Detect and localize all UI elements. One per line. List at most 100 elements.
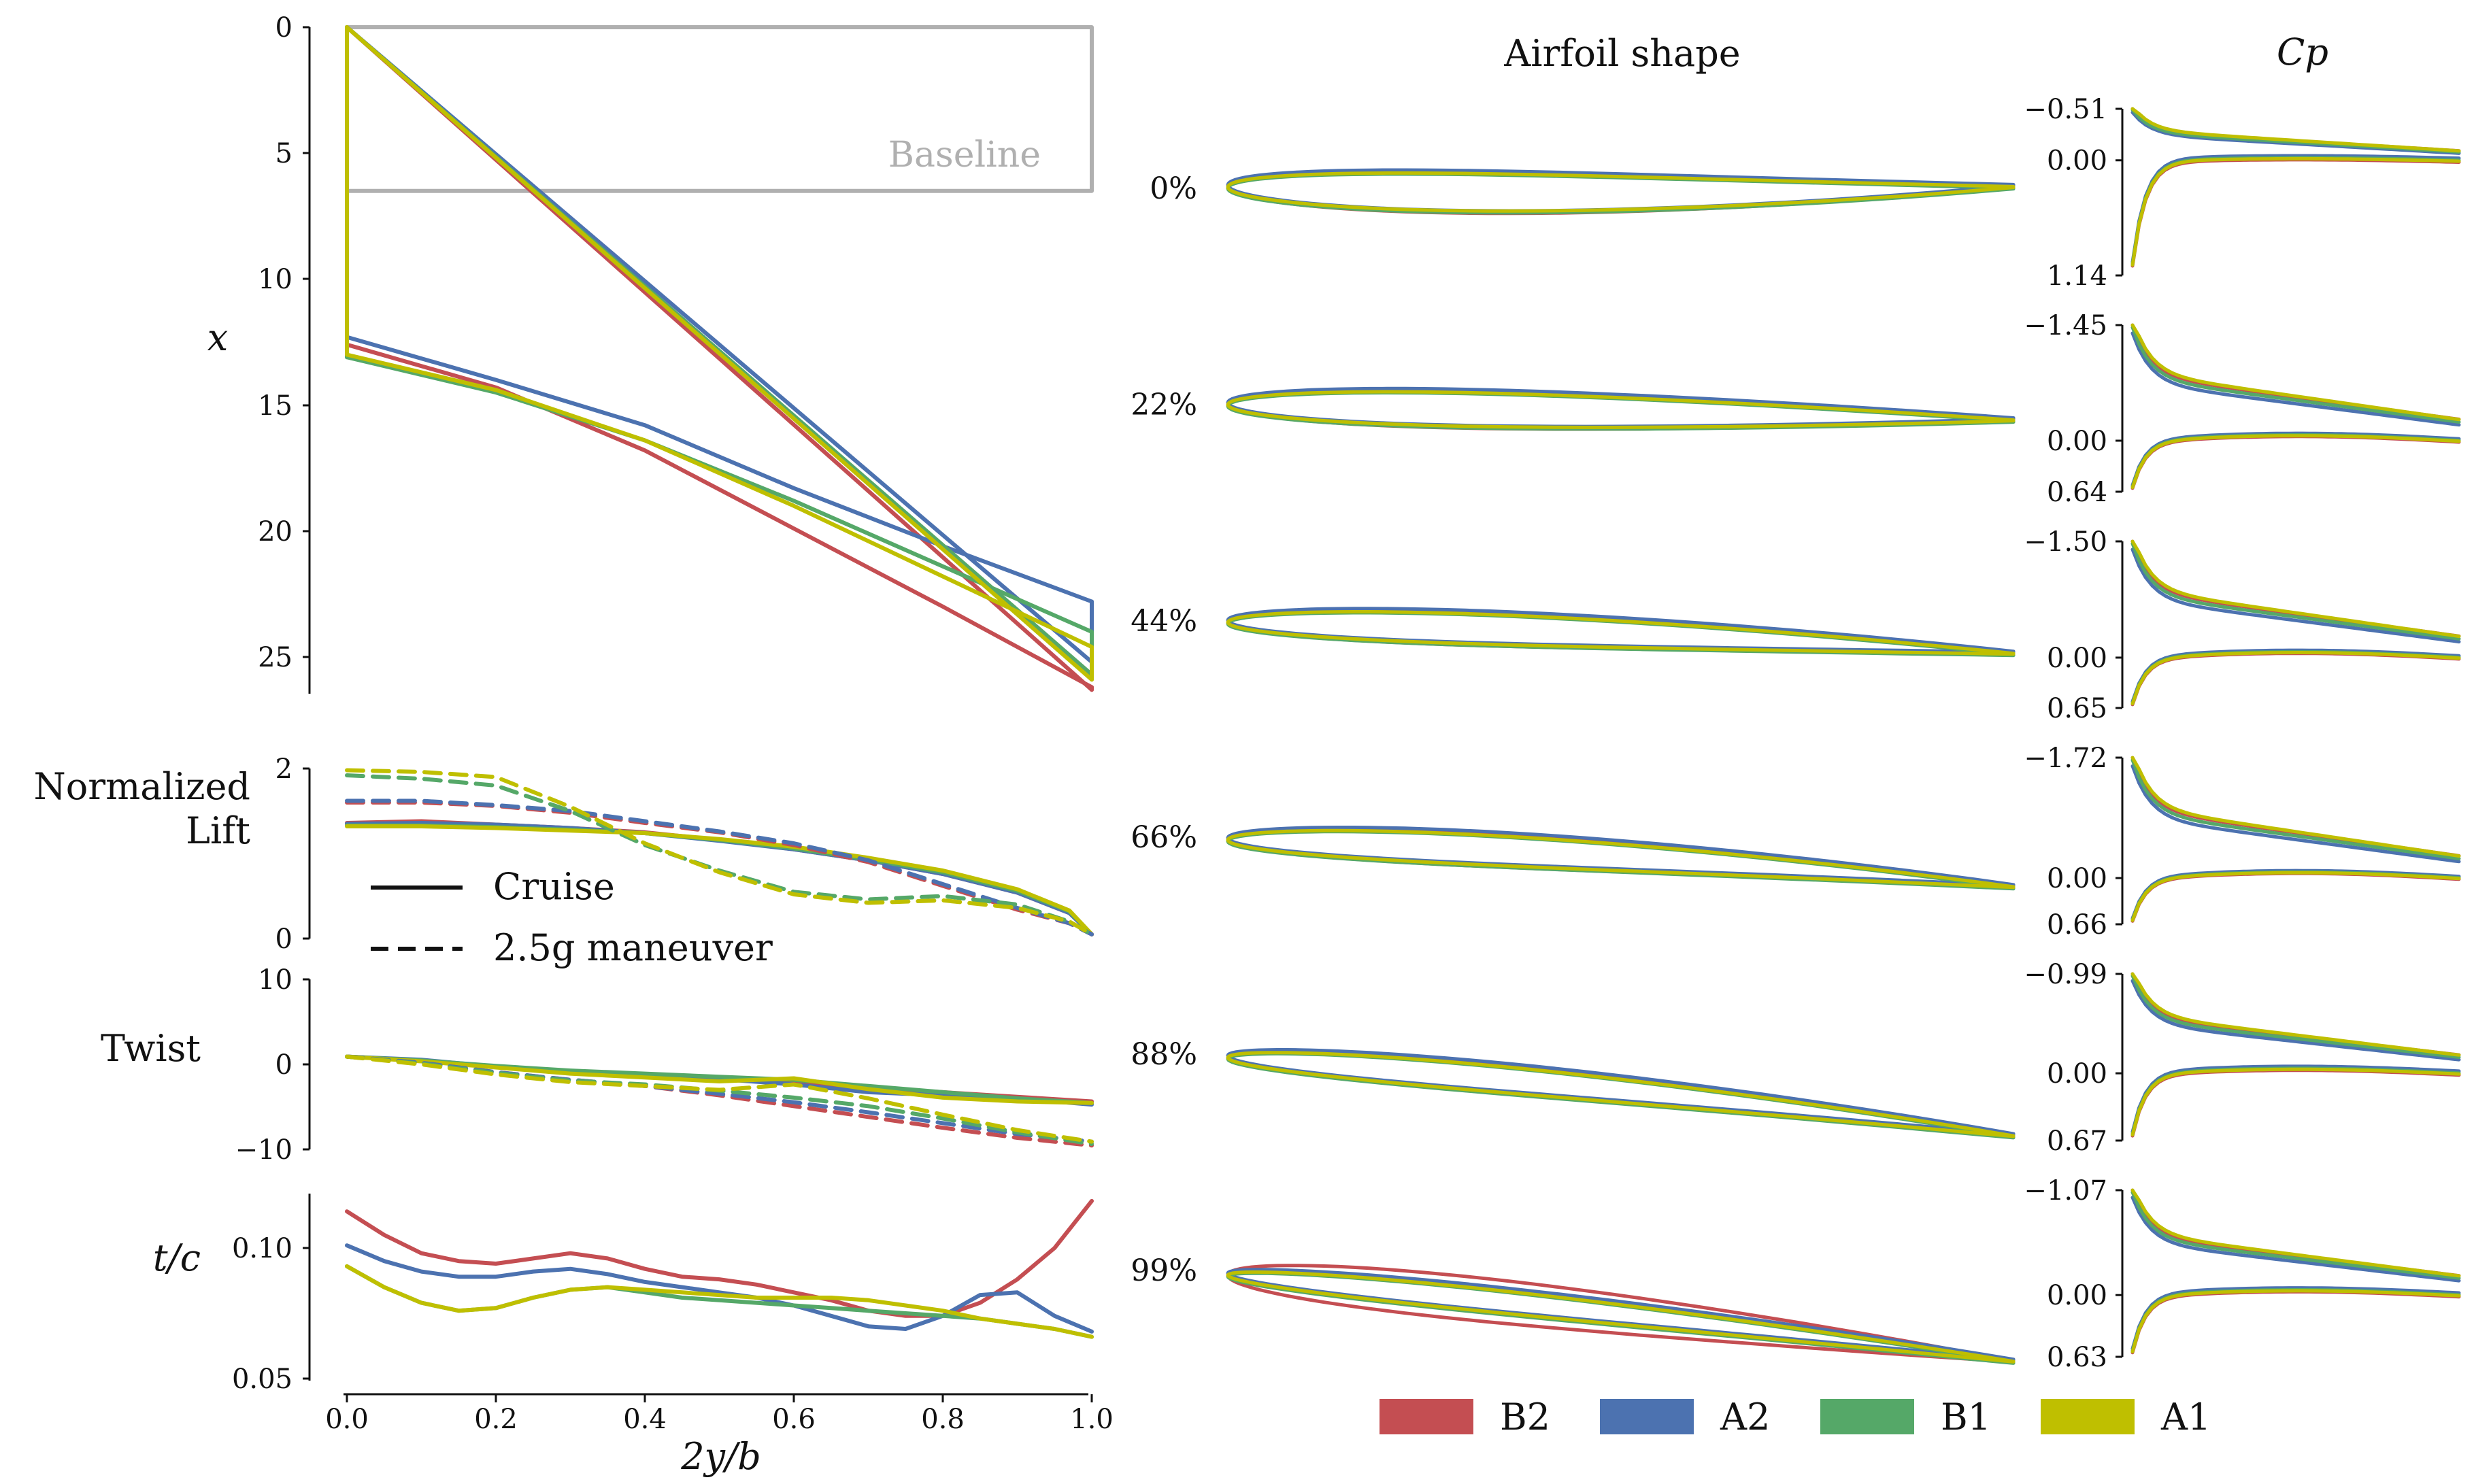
cp-lower-b1 <box>2130 650 2461 705</box>
twist-maneuver-line-a2 <box>345 1054 1094 1144</box>
cp-ytick-label: 0.00 <box>2047 1058 2107 1090</box>
lift-ytick-label: 2 <box>275 754 292 785</box>
lift-ylabel-line2: Lift <box>186 809 250 852</box>
thickness-xlabel: 2y/b <box>680 1435 761 1478</box>
airfoil-column: Airfoil shape 0% 22% 44% 66% 88% 99% <box>1131 32 2016 1365</box>
lift-maneuver-line-a1 <box>345 768 1094 937</box>
cp-plot-area: −0.510.001.14−1.450.000.64−1.500.000.65−… <box>2024 94 2461 1373</box>
station-label: 22% <box>1131 388 1197 422</box>
cp-upper-a1 <box>2130 539 2461 639</box>
planform-trailing-edge-a2 <box>345 335 1094 604</box>
planform-leading-edge-a1 <box>345 25 1094 682</box>
cp-lower-b1 <box>2130 1288 2461 1353</box>
cp-lower-a2 <box>2130 1064 2461 1134</box>
cp-ytick-label: −0.99 <box>2024 959 2107 990</box>
cp-lower-a1 <box>2130 156 2461 267</box>
thickness-ytick-label: 0.10 <box>232 1233 292 1264</box>
cp-upper-a2 <box>2130 1196 2461 1283</box>
cp-lower-b1 <box>2130 433 2461 488</box>
planform-ytick-label: 10 <box>258 264 292 295</box>
legend-label-b2: B2 <box>1500 1396 1550 1438</box>
legend-cruise-label: Cruise <box>493 865 615 908</box>
cp-title: Cp <box>2277 31 2328 73</box>
thickness-ytick-label: 0.05 <box>232 1364 292 1395</box>
airfoil-outline-a1 <box>1226 828 2016 890</box>
planform-trailing-edge-b2 <box>345 342 1094 690</box>
cp-lower-b2 <box>2130 652 2461 707</box>
lift-cruise-line-a1 <box>345 824 1094 937</box>
station-label: 0% <box>1150 171 1197 206</box>
cp-panel-99pct: −1.07 0.00 0.63 <box>2024 1175 2461 1373</box>
airfoil-outline-a1 <box>1226 1270 2016 1364</box>
airfoil-outline-a1 <box>1226 171 2016 213</box>
lift-ytick-label: 0 <box>275 924 292 955</box>
cp-lower-b2 <box>2130 871 2461 923</box>
cp-ytick-label: −0.51 <box>2024 94 2107 125</box>
twist-ytick-label: −10 <box>235 1134 292 1166</box>
airfoil-plot-area <box>1226 168 2016 1365</box>
cp-upper-a1 <box>2130 756 2461 858</box>
cp-ytick-label: 0.00 <box>2047 426 2107 457</box>
legend-label-b1: B1 <box>1941 1396 1991 1438</box>
thickness-cruise-line-b2 <box>345 1198 1094 1318</box>
cp-upper-b1 <box>2130 325 2461 424</box>
planform-plot-area <box>345 25 1094 692</box>
planform-y-ticks: 0 5 10 15 20 25 <box>258 12 310 673</box>
cp-lower-a1 <box>2130 434 2461 490</box>
cp-lower-b2 <box>2130 1289 2461 1355</box>
legend-swatch-a1 <box>2041 1399 2135 1434</box>
legend-swatch-b1 <box>1820 1399 1914 1434</box>
cp-ytick-label: 0.00 <box>2047 1280 2107 1311</box>
cp-upper-a2 <box>2130 979 2461 1062</box>
cp-panel-66pct: −1.72 0.00 0.66 <box>2024 743 2461 941</box>
lift-ylabel-line1: Normalized <box>34 765 251 808</box>
thickness-xtick-label: 0.0 <box>325 1404 369 1435</box>
thickness-xtick-label: 0.6 <box>772 1404 816 1435</box>
cp-ytick-label: −1.72 <box>2024 743 2107 774</box>
cp-ytick-label: 0.00 <box>2047 643 2107 674</box>
planform-ytick-label: 5 <box>275 138 292 169</box>
cp-lower-a1 <box>2130 1289 2461 1353</box>
cp-panel-88pct: −0.99 0.00 0.67 <box>2024 959 2461 1157</box>
cp-upper-b1 <box>2130 1190 2461 1280</box>
lift-style-legend: Cruise 2.5g maneuver <box>371 865 773 969</box>
airfoil-outline-a1 <box>1226 610 2016 656</box>
planform-ylabel: x <box>207 316 228 359</box>
thickness-ylabel: t/c <box>153 1236 201 1279</box>
cp-lower-a1 <box>2130 871 2461 922</box>
cp-ytick-label: 1.14 <box>2047 260 2107 292</box>
cp-panel-22pct: −1.45 0.00 0.64 <box>2024 310 2461 508</box>
airfoil-title: Airfoil shape <box>1503 32 1741 75</box>
cp-upper-a1 <box>2130 107 2461 153</box>
cp-upper-b1 <box>2130 541 2461 641</box>
cp-lower-b2 <box>2130 158 2461 268</box>
legend-swatch-b2 <box>1380 1399 1473 1434</box>
twist-cruise-line-a1 <box>345 1054 1094 1105</box>
thickness-cruise-line-a2 <box>345 1243 1094 1334</box>
cp-panel-44pct: −1.50 0.00 0.65 <box>2024 526 2461 724</box>
cp-lower-a1 <box>2130 1067 2461 1137</box>
cp-ytick-label: 0.66 <box>2047 909 2107 941</box>
station-label: 66% <box>1131 820 1197 855</box>
cp-upper-a2 <box>2130 331 2461 427</box>
thickness-xtick-label: 0.2 <box>474 1404 518 1435</box>
thickness-cruise-line-a1 <box>345 1264 1094 1339</box>
planform-ytick-label: 20 <box>258 516 292 547</box>
station-label: 99% <box>1131 1253 1197 1288</box>
cp-lower-b1 <box>2130 1066 2461 1136</box>
cp-ytick-label: 0.63 <box>2047 1342 2107 1373</box>
cp-ytick-label: 0.00 <box>2047 146 2107 177</box>
cp-upper-a2 <box>2130 547 2461 644</box>
planform-trailing-edge-b1 <box>345 355 1094 634</box>
cp-upper-a1 <box>2130 972 2461 1057</box>
cp-upper-a1 <box>2130 1188 2461 1278</box>
baseline-label: Baseline <box>888 135 1041 175</box>
planform-trailing-edge-a1 <box>345 352 1094 650</box>
lift-panel: 2 0 Normalized Lift Cruise 2.5g maneuver <box>34 754 1094 969</box>
legend-label-a1: A1 <box>2160 1396 2211 1438</box>
cp-title-text: Cp <box>2277 31 2328 73</box>
legend-swatch-a2 <box>1600 1399 1694 1434</box>
twist-plot-area <box>345 1054 1094 1148</box>
cp-lower-b2 <box>2130 435 2461 490</box>
